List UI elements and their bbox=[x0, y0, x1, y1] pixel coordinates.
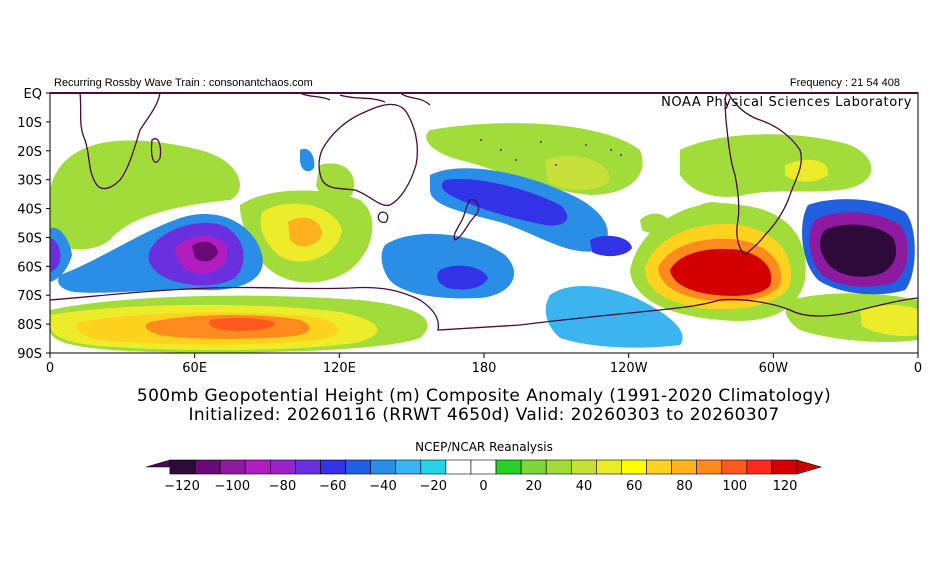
anomaly-region bbox=[700, 202, 735, 221]
colorbar-swatch bbox=[771, 459, 798, 475]
lat-tick-label: 40S bbox=[17, 203, 42, 218]
colorbar-tick-label: 40 bbox=[576, 479, 593, 494]
lab-label: NOAA Physical Sciences Laboratory bbox=[661, 95, 912, 110]
colorbar-swatch bbox=[596, 459, 622, 475]
lon-tick-label: 60W bbox=[759, 361, 789, 376]
colorbar-swatch bbox=[470, 459, 497, 475]
anomaly-region bbox=[300, 148, 315, 172]
colorbar-swatch bbox=[194, 459, 221, 475]
colorbar-title: NCEP/NCAR Reanalysis bbox=[415, 440, 553, 454]
colorbar-tick-label: 80 bbox=[676, 479, 693, 494]
colorbar-swatch bbox=[570, 459, 597, 475]
colorbar-tick-label: −100 bbox=[214, 479, 250, 494]
lat-tick-label: 80S bbox=[17, 318, 42, 333]
coastline-australia bbox=[318, 103, 419, 207]
colorbar-swatch bbox=[621, 459, 647, 475]
colorbar-tick-label: −120 bbox=[164, 479, 200, 494]
anomaly-region bbox=[437, 265, 488, 290]
colorbar-swatch bbox=[495, 459, 522, 475]
colorbar-swatch bbox=[169, 459, 196, 475]
anomaly-region bbox=[820, 224, 897, 277]
anomaly-region bbox=[192, 241, 218, 262]
colorbar-swatch bbox=[671, 459, 697, 475]
colorbar-swatch bbox=[746, 459, 773, 475]
coastline-madagascar bbox=[150, 138, 162, 163]
lat-tick-label: 20S bbox=[17, 145, 42, 160]
colorbar-tick-label: −80 bbox=[269, 479, 296, 494]
anomaly-region bbox=[590, 235, 632, 257]
anomaly-region bbox=[316, 163, 355, 201]
lat-tick-label: 70S bbox=[17, 289, 42, 304]
colorbar-tick-label: 0 bbox=[479, 479, 487, 494]
lat-tick-label: EQ bbox=[24, 87, 42, 102]
colorbar-swatch bbox=[270, 459, 296, 475]
coastline-indonesia bbox=[299, 92, 431, 106]
lat-tick-label: 50S bbox=[17, 231, 42, 246]
anomaly-region bbox=[441, 179, 568, 226]
colorbar-swatch bbox=[646, 459, 672, 475]
coastline-tasmania bbox=[377, 211, 389, 224]
anomaly-region bbox=[288, 217, 322, 247]
anomaly-region bbox=[785, 159, 829, 182]
colorbar-swatch bbox=[545, 459, 572, 475]
colorbar-over-arrow bbox=[796, 459, 823, 475]
lat-tick-label: 90S bbox=[17, 347, 42, 362]
anomaly-contours bbox=[50, 123, 918, 353]
lon-tick-label: 120W bbox=[610, 361, 648, 376]
coastline-africa bbox=[79, 92, 161, 190]
colorbar-swatch bbox=[420, 459, 447, 475]
colorbar: −120 −100 −80 −60 −40 −20 0 20 40 60 80 100 120 bbox=[145, 459, 823, 494]
colorbar-tick-label: −40 bbox=[369, 479, 396, 494]
colorbar-tick-label: −20 bbox=[420, 479, 447, 494]
lon-tick-label: 120E bbox=[323, 361, 356, 376]
anomaly-region bbox=[545, 285, 683, 348]
colorbar-tick-label: 100 bbox=[722, 479, 747, 494]
lat-tick-label: 30S bbox=[17, 174, 42, 189]
colorbar-swatch bbox=[219, 459, 246, 475]
anomaly-region bbox=[209, 317, 275, 331]
lat-tick-label: 60S bbox=[17, 260, 42, 275]
colorbar-swatch bbox=[395, 459, 422, 475]
coastlines bbox=[49, 92, 919, 331]
colorbar-swatch bbox=[320, 459, 346, 475]
anomaly-region bbox=[670, 248, 772, 296]
anomaly-region bbox=[640, 213, 670, 234]
coastline-antarctica bbox=[49, 286, 919, 331]
anomaly-region bbox=[545, 156, 610, 191]
colorbar-swatch bbox=[295, 459, 321, 475]
colorbar-swatch bbox=[370, 459, 397, 475]
lon-tick-label: 0 bbox=[46, 361, 54, 376]
coastline-new-zealand bbox=[453, 199, 480, 241]
coastline-south-america bbox=[724, 92, 802, 256]
colorbar-swatch bbox=[696, 459, 723, 475]
colorbar-swatch bbox=[244, 459, 271, 475]
lat-axis: EQ 10S 20S 30S 40S 50S 60S 70S 80S 90S bbox=[17, 87, 50, 362]
coastline-islands bbox=[480, 139, 622, 166]
chart-subtitle: Initialized: 20260116 (RRWT 4650d) Valid… bbox=[188, 405, 780, 425]
lon-tick-label: 60E bbox=[182, 361, 207, 376]
anomaly-region bbox=[680, 134, 872, 197]
colorbar-swatch bbox=[721, 459, 748, 475]
anomaly-region bbox=[50, 140, 240, 250]
colorbar-swatch bbox=[445, 459, 472, 475]
colorbar-tick-label: 120 bbox=[773, 479, 798, 494]
colorbar-swatch bbox=[520, 459, 547, 475]
colorbar-tick-label: 20 bbox=[525, 479, 542, 494]
colorbar-tick-label: −60 bbox=[319, 479, 346, 494]
lon-axis: 0 60E 120E 180 120W 60W 0 bbox=[46, 353, 922, 376]
lat-tick-label: 10S bbox=[17, 116, 42, 131]
credit-text: Recurring Rossby Wave Train : consonantc… bbox=[54, 77, 313, 89]
anomaly-region bbox=[50, 238, 61, 272]
colorbar-swatch bbox=[345, 459, 371, 475]
colorbar-tick-label: 60 bbox=[626, 479, 643, 494]
anomaly-region bbox=[860, 305, 918, 336]
lon-tick-label: 180 bbox=[472, 361, 497, 376]
lon-tick-label: 0 bbox=[914, 361, 922, 376]
frequency-text: Frequency : 21 54 408 bbox=[789, 77, 900, 89]
anomaly-region bbox=[381, 233, 515, 299]
chart-title: 500mb Geopotential Height (m) Composite … bbox=[136, 386, 832, 406]
colorbar-under-arrow bbox=[145, 459, 171, 474]
